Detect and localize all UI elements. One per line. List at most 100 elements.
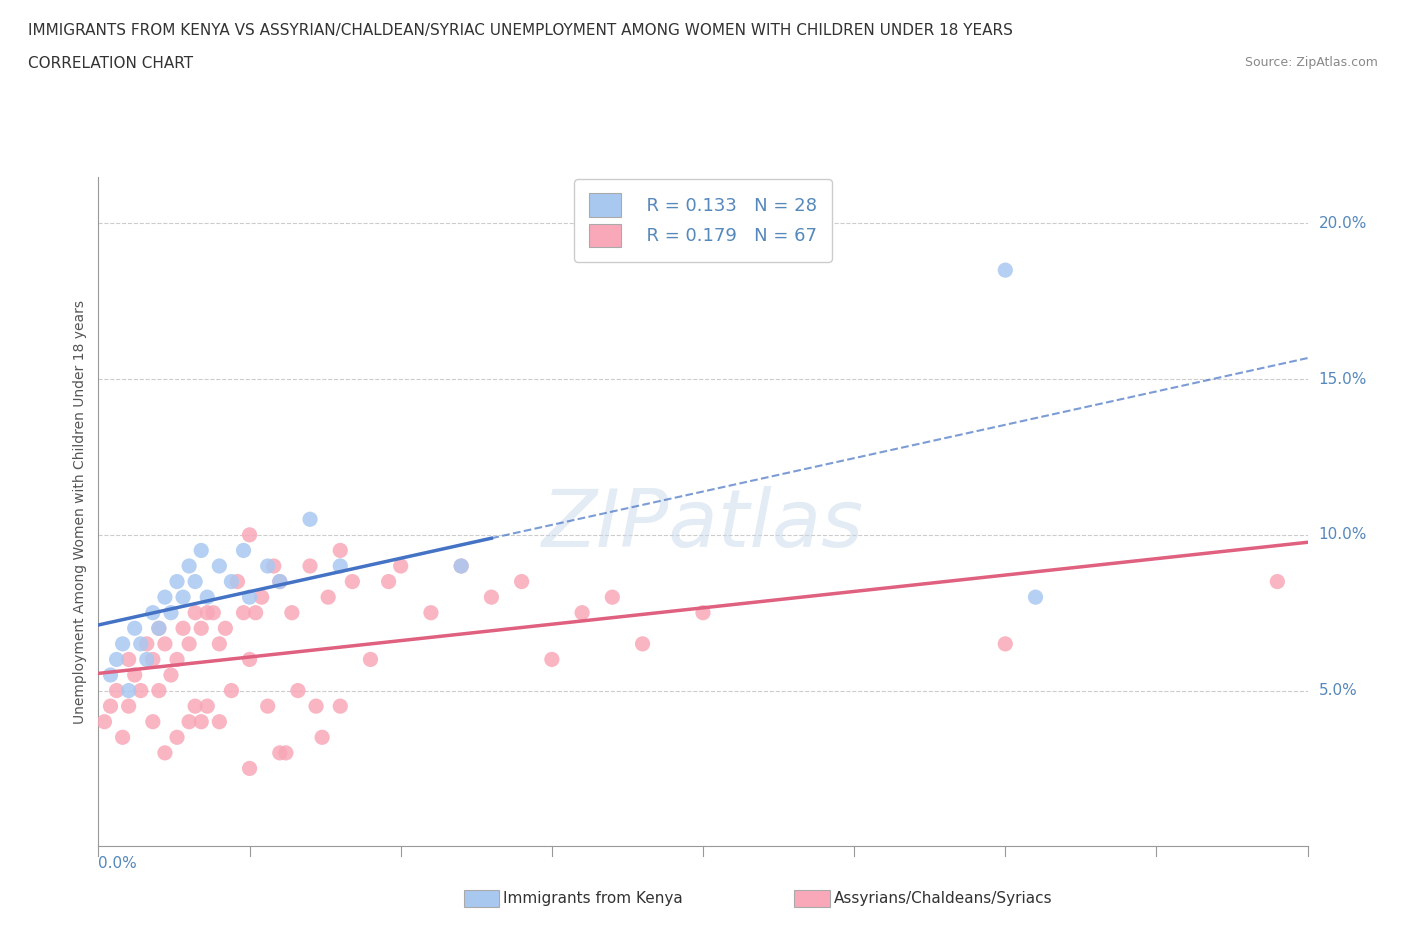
Text: Source: ZipAtlas.com: Source: ZipAtlas.com [1244, 56, 1378, 69]
Point [602, 590, 624, 604]
Point [994, 636, 1017, 651]
Point [419, 605, 441, 620]
Text: 10.0%: 10.0% [1319, 527, 1367, 542]
Text: CORRELATION CHART: CORRELATION CHART [28, 56, 193, 71]
Point [142, 605, 165, 620]
Point [994, 262, 1017, 277]
Point [142, 652, 165, 667]
Point [129, 684, 152, 698]
Point [100, 668, 122, 683]
Point [239, 761, 262, 776]
Point [316, 590, 339, 604]
Point [172, 621, 194, 636]
Point [305, 698, 328, 713]
Point [299, 512, 322, 526]
Point [481, 590, 503, 604]
Point [195, 590, 218, 604]
Point [118, 698, 141, 713]
Point [389, 559, 412, 574]
Text: Immigrants from Kenya: Immigrants from Kenya [503, 891, 683, 906]
Point [329, 698, 352, 713]
Text: 15.0%: 15.0% [1319, 372, 1367, 387]
Point [239, 590, 262, 604]
Point [232, 543, 254, 558]
Point [256, 698, 278, 713]
Point [311, 730, 333, 745]
Point [1024, 590, 1046, 604]
Text: IMMIGRANTS FROM KENYA VS ASSYRIAN/CHALDEAN/SYRIAC UNEMPLOYMENT AMONG WOMEN WITH : IMMIGRANTS FROM KENYA VS ASSYRIAN/CHALDE… [28, 23, 1012, 38]
Point [274, 746, 297, 761]
Point [195, 605, 218, 620]
Point [153, 636, 176, 651]
Text: 0.0%: 0.0% [98, 857, 138, 871]
Point [184, 698, 207, 713]
Point [105, 684, 128, 698]
Point [232, 605, 254, 620]
Point [184, 605, 207, 620]
Point [208, 714, 231, 729]
Point [166, 730, 188, 745]
Point [129, 636, 152, 651]
Point [124, 621, 146, 636]
Point [263, 559, 285, 574]
Point [208, 559, 231, 574]
Point [360, 652, 382, 667]
Y-axis label: Unemployment Among Women with Children Under 18 years: Unemployment Among Women with Children U… [73, 299, 87, 724]
Point [329, 543, 352, 558]
Point [287, 684, 309, 698]
Point [450, 559, 472, 574]
Point [118, 684, 141, 698]
Point [118, 652, 141, 667]
Point [166, 652, 188, 667]
Point [239, 527, 262, 542]
Point [239, 652, 262, 667]
Point [177, 714, 201, 729]
Point [105, 652, 128, 667]
Point [269, 746, 291, 761]
Point [692, 605, 714, 620]
Point [190, 543, 212, 558]
Point [142, 714, 165, 729]
Point [111, 636, 134, 651]
Point [135, 652, 157, 667]
Point [160, 668, 183, 683]
Point [342, 574, 364, 589]
Point [269, 574, 291, 589]
Legend:   R = 0.133   N = 28,   R = 0.179   N = 67: R = 0.133 N = 28, R = 0.179 N = 67 [574, 179, 832, 261]
Point [148, 684, 170, 698]
Point [135, 636, 157, 651]
Point [226, 574, 249, 589]
Point [190, 621, 212, 636]
Point [177, 636, 201, 651]
Point [250, 590, 273, 604]
Point [190, 714, 212, 729]
Point [153, 590, 176, 604]
Point [221, 574, 243, 589]
Point [450, 559, 472, 574]
Point [111, 730, 134, 745]
Point [299, 559, 322, 574]
Point [269, 574, 291, 589]
Point [160, 605, 183, 620]
Text: Assyrians/Chaldeans/Syriacs: Assyrians/Chaldeans/Syriacs [834, 891, 1052, 906]
Point [245, 605, 267, 620]
Point [571, 605, 593, 620]
Point [510, 574, 533, 589]
Point [202, 605, 225, 620]
Point [214, 621, 236, 636]
Point [256, 559, 278, 574]
Point [1265, 574, 1288, 589]
Point [100, 698, 122, 713]
Point [540, 652, 562, 667]
Point [177, 559, 201, 574]
Point [281, 605, 304, 620]
Point [172, 590, 194, 604]
Point [221, 684, 243, 698]
Point [153, 746, 176, 761]
Point [93, 714, 115, 729]
Point [148, 621, 170, 636]
Point [631, 636, 654, 651]
Point [195, 698, 218, 713]
Text: 20.0%: 20.0% [1319, 216, 1367, 231]
Point [208, 636, 231, 651]
